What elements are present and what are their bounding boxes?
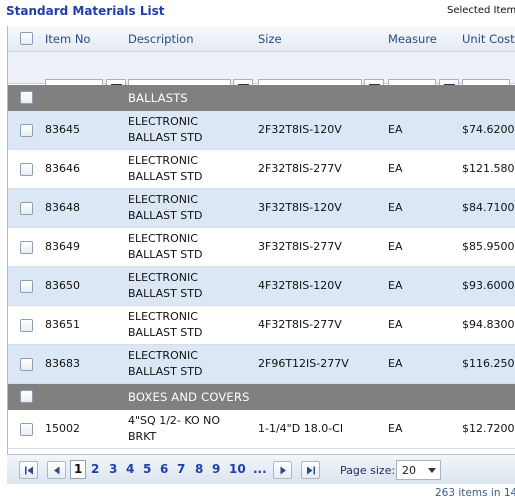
item-no: 83645 <box>45 123 80 136</box>
description: ELECTRONIC BALLAST STD <box>128 310 203 339</box>
description: ELECTRONIC BALLAST STD <box>128 193 203 222</box>
unit-cost: $74.6200 <box>462 123 515 136</box>
table-row[interactable]: 83648 ELECTRONIC BALLAST STD 3F32T8IS-120… <box>8 189 515 228</box>
item-no: 83651 <box>45 318 80 331</box>
footer: 263 items in 14 <box>0 484 515 502</box>
item-no: 83650 <box>45 279 80 292</box>
title-bar: Standard Materials List Selected Item <box>0 0 515 24</box>
col-header-item-no[interactable]: Item No <box>45 32 91 46</box>
page-link[interactable]: 10 <box>229 462 246 476</box>
page-size-select[interactable]: 20 <box>396 460 441 480</box>
item-no: 15002 <box>45 422 80 435</box>
unit-cost: $121.5800 <box>462 162 515 175</box>
unit-cost: $94.8300 <box>462 318 515 331</box>
row-checkbox[interactable] <box>20 124 33 137</box>
size: 4F32T8IS-277V <box>258 318 342 331</box>
group-header-boxes-and-covers: BOXES AND COVERS <box>8 384 515 410</box>
table-row[interactable]: 83683 ELECTRONIC BALLAST STD 2F96T12IS-27… <box>8 345 515 384</box>
grid-header: Item No Description Size Measure Unit Co… <box>8 26 515 52</box>
description: ELECTRONIC BALLAST STD <box>128 115 203 144</box>
table-row[interactable]: 83650 ELECTRONIC BALLAST STD 4F32T8IS-120… <box>8 267 515 306</box>
size: 1-1/4"D 18.0-CI <box>258 422 344 435</box>
col-header-description[interactable]: Description <box>128 32 194 46</box>
more-pages-link[interactable]: ... <box>253 462 267 476</box>
row-checkbox[interactable] <box>20 202 33 215</box>
measure: EA <box>388 422 403 435</box>
item-no: 83683 <box>45 357 80 370</box>
table-row[interactable]: 83646 ELECTRONIC BALLAST STD 2F32T8IS-277… <box>8 150 515 189</box>
measure: EA <box>388 240 403 253</box>
page-title: Standard Materials List <box>6 4 165 18</box>
description: ELECTRONIC BALLAST STD <box>128 349 203 378</box>
unit-cost: $85.9500 <box>462 240 515 253</box>
select-all-checkbox[interactable] <box>20 32 33 45</box>
materials-grid: Item No Description Size Measure Unit Co… <box>7 26 515 476</box>
page-link-current[interactable]: 1 <box>70 460 87 479</box>
measure: EA <box>388 357 403 370</box>
table-row[interactable]: 83649 ELECTRONIC BALLAST STD 3F32T8IS-277… <box>8 228 515 267</box>
row-checkbox[interactable] <box>20 423 33 436</box>
page-link[interactable]: 6 <box>160 462 169 476</box>
pager: 1 2 3 4 5 6 7 8 9 10 ... Page size: 20 <box>7 454 515 484</box>
col-header-unit-cost[interactable]: Unit Cost <box>462 32 515 46</box>
page-link[interactable]: 7 <box>177 462 186 476</box>
size: 2F32T8IS-120V <box>258 123 342 136</box>
unit-cost: $12.7200 <box>462 422 515 435</box>
size: 2F96T12IS-277V <box>258 357 349 370</box>
measure: EA <box>388 162 403 175</box>
size: 2F32T8IS-277V <box>258 162 342 175</box>
row-checkbox[interactable] <box>20 241 33 254</box>
group-checkbox[interactable] <box>20 91 33 104</box>
col-header-measure[interactable]: Measure <box>388 32 437 46</box>
group-header-ballasts: BALLASTS <box>8 85 515 111</box>
row-checkbox[interactable] <box>20 163 33 176</box>
row-checkbox[interactable] <box>20 319 33 332</box>
table-row[interactable]: 15002 4"SQ 1/2- KO NO BRKT 1-1/4"D 18.0-C… <box>8 410 515 449</box>
page-link[interactable]: 9 <box>212 462 221 476</box>
page-size-label: Page size: <box>340 464 396 477</box>
next-page-icon <box>280 466 286 475</box>
measure: EA <box>388 279 403 292</box>
page-link[interactable]: 4 <box>126 462 135 476</box>
group-label: BALLASTS <box>128 91 188 105</box>
description: 4"SQ 1/2- KO NO BRKT <box>128 414 221 443</box>
page-link[interactable]: 5 <box>143 462 152 476</box>
unit-cost: $84.7100 <box>462 201 515 214</box>
selected-item-label: Selected Item <box>447 5 515 16</box>
row-checkbox[interactable] <box>20 358 33 371</box>
last-page-icon <box>307 466 315 475</box>
prev-page-button[interactable] <box>47 461 66 479</box>
size: 4F32T8IS-120V <box>258 279 342 292</box>
item-no: 83648 <box>45 201 80 214</box>
table-row[interactable]: 83651 ELECTRONIC BALLAST STD 4F32T8IS-277… <box>8 306 515 345</box>
prev-page-icon <box>54 466 60 475</box>
last-page-button[interactable] <box>301 461 320 479</box>
measure: EA <box>388 318 403 331</box>
page-link[interactable]: 3 <box>109 462 118 476</box>
first-page-button[interactable] <box>19 461 38 479</box>
item-count: 263 items in 14 <box>435 487 515 499</box>
page-link[interactable]: 8 <box>195 462 204 476</box>
table-row[interactable]: 83645 ELECTRONIC BALLAST STD 2F32T8IS-120… <box>8 111 515 150</box>
item-no: 83649 <box>45 240 80 253</box>
unit-cost: $93.6000 <box>462 279 515 292</box>
measure: EA <box>388 201 403 214</box>
col-header-size[interactable]: Size <box>258 32 282 46</box>
size: 3F32T8IS-277V <box>258 240 342 253</box>
group-label: BOXES AND COVERS <box>128 390 250 404</box>
chevron-down-icon <box>428 468 436 473</box>
size: 3F32T8IS-120V <box>258 201 342 214</box>
page-link[interactable]: 2 <box>91 462 100 476</box>
unit-cost: $116.2500 <box>462 357 515 370</box>
description: ELECTRONIC BALLAST STD <box>128 154 203 183</box>
group-checkbox[interactable] <box>20 390 33 403</box>
item-no: 83646 <box>45 162 80 175</box>
first-page-icon <box>25 466 33 475</box>
measure: EA <box>388 123 403 136</box>
description: ELECTRONIC BALLAST STD <box>128 271 203 300</box>
page-size-value: 20 <box>402 464 416 477</box>
next-page-button[interactable] <box>273 461 292 479</box>
description: ELECTRONIC BALLAST STD <box>128 232 203 261</box>
row-checkbox[interactable] <box>20 280 33 293</box>
